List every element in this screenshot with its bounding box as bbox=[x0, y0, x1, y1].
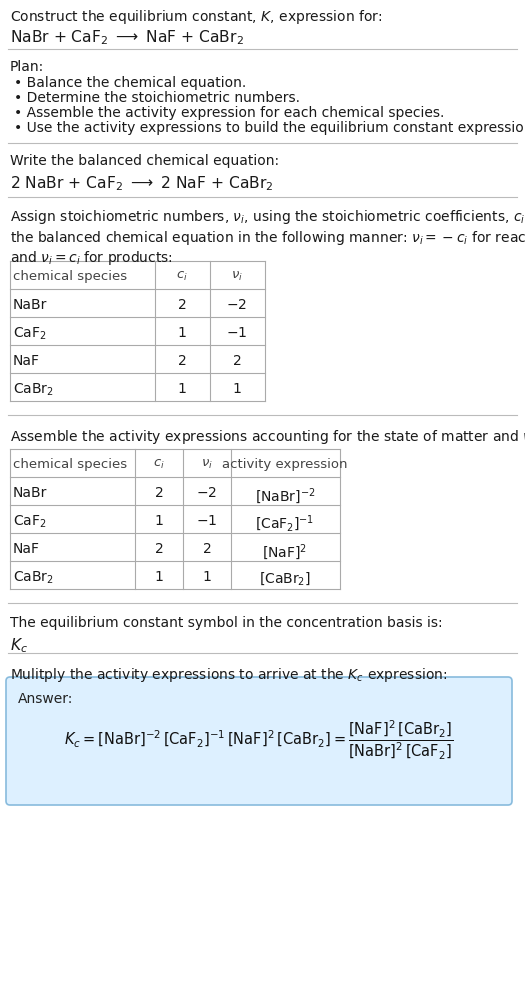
FancyBboxPatch shape bbox=[6, 677, 512, 805]
Text: NaF: NaF bbox=[13, 542, 40, 556]
Text: • Balance the chemical equation.: • Balance the chemical equation. bbox=[14, 76, 246, 90]
Text: [NaF]$^2$: [NaF]$^2$ bbox=[262, 542, 308, 562]
Text: 2 NaBr + CaF$_2$ $\longrightarrow$ 2 NaF + CaBr$_2$: 2 NaBr + CaF$_2$ $\longrightarrow$ 2 NaF… bbox=[10, 174, 274, 193]
Text: Plan:: Plan: bbox=[10, 60, 44, 74]
Text: [CaBr$_2$]: [CaBr$_2$] bbox=[259, 570, 311, 586]
Text: CaF$_2$: CaF$_2$ bbox=[13, 514, 47, 530]
Text: 2: 2 bbox=[203, 542, 212, 556]
Text: $-2$: $-2$ bbox=[196, 485, 217, 499]
Text: activity expression: activity expression bbox=[222, 457, 348, 470]
Text: 1: 1 bbox=[203, 570, 212, 584]
Text: chemical species: chemical species bbox=[13, 270, 127, 283]
Text: • Assemble the activity expression for each chemical species.: • Assemble the activity expression for e… bbox=[14, 106, 444, 120]
Text: 1: 1 bbox=[154, 570, 163, 584]
Text: The equilibrium constant symbol in the concentration basis is:: The equilibrium constant symbol in the c… bbox=[10, 616, 443, 629]
Text: $K_c$: $K_c$ bbox=[10, 635, 28, 654]
Text: Construct the equilibrium constant, $K$, expression for:: Construct the equilibrium constant, $K$,… bbox=[10, 8, 383, 26]
Text: CaF$_2$: CaF$_2$ bbox=[13, 326, 47, 342]
Text: $-1$: $-1$ bbox=[226, 326, 248, 340]
Text: $-1$: $-1$ bbox=[196, 514, 218, 528]
Text: • Determine the stoichiometric numbers.: • Determine the stoichiometric numbers. bbox=[14, 91, 300, 105]
Text: [NaBr]$^{-2}$: [NaBr]$^{-2}$ bbox=[255, 485, 315, 506]
Text: $\nu_i$: $\nu_i$ bbox=[201, 457, 213, 470]
Text: 2: 2 bbox=[177, 354, 186, 368]
Text: [CaF$_2$]$^{-1}$: [CaF$_2$]$^{-1}$ bbox=[255, 514, 314, 534]
Text: NaBr + CaF$_2$ $\longrightarrow$ NaF + CaBr$_2$: NaBr + CaF$_2$ $\longrightarrow$ NaF + C… bbox=[10, 28, 244, 47]
Text: CaBr$_2$: CaBr$_2$ bbox=[13, 570, 54, 586]
Text: $c_i$: $c_i$ bbox=[176, 270, 188, 283]
Text: 1: 1 bbox=[177, 381, 186, 395]
Text: Assign stoichiometric numbers, $\nu_i$, using the stoichiometric coefficients, $: Assign stoichiometric numbers, $\nu_i$, … bbox=[10, 208, 525, 267]
Text: $K_c = [\mathrm{NaBr}]^{-2}\,[\mathrm{CaF_2}]^{-1}\,[\mathrm{NaF}]^2\,[\mathrm{C: $K_c = [\mathrm{NaBr}]^{-2}\,[\mathrm{Ca… bbox=[65, 717, 454, 761]
Text: Mulitply the activity expressions to arrive at the $K_c$ expression:: Mulitply the activity expressions to arr… bbox=[10, 665, 447, 683]
Text: NaBr: NaBr bbox=[13, 485, 47, 499]
Text: 1: 1 bbox=[177, 326, 186, 340]
Text: chemical species: chemical species bbox=[13, 457, 127, 470]
Text: 2: 2 bbox=[177, 298, 186, 312]
Text: $-2$: $-2$ bbox=[226, 298, 247, 312]
Text: 1: 1 bbox=[154, 514, 163, 528]
Text: $c_i$: $c_i$ bbox=[153, 457, 165, 470]
Text: 1: 1 bbox=[233, 381, 242, 395]
Text: 2: 2 bbox=[155, 542, 163, 556]
Text: NaBr: NaBr bbox=[13, 298, 47, 312]
Text: 2: 2 bbox=[233, 354, 242, 368]
Text: NaF: NaF bbox=[13, 354, 40, 368]
Text: Write the balanced chemical equation:: Write the balanced chemical equation: bbox=[10, 153, 279, 168]
Text: $\nu_i$: $\nu_i$ bbox=[231, 270, 243, 283]
Text: Assemble the activity expressions accounting for the state of matter and $\nu_i$: Assemble the activity expressions accoun… bbox=[10, 427, 525, 445]
Text: • Use the activity expressions to build the equilibrium constant expression.: • Use the activity expressions to build … bbox=[14, 121, 525, 134]
Text: CaBr$_2$: CaBr$_2$ bbox=[13, 381, 54, 398]
Text: Answer:: Answer: bbox=[18, 691, 74, 705]
Text: 2: 2 bbox=[155, 485, 163, 499]
